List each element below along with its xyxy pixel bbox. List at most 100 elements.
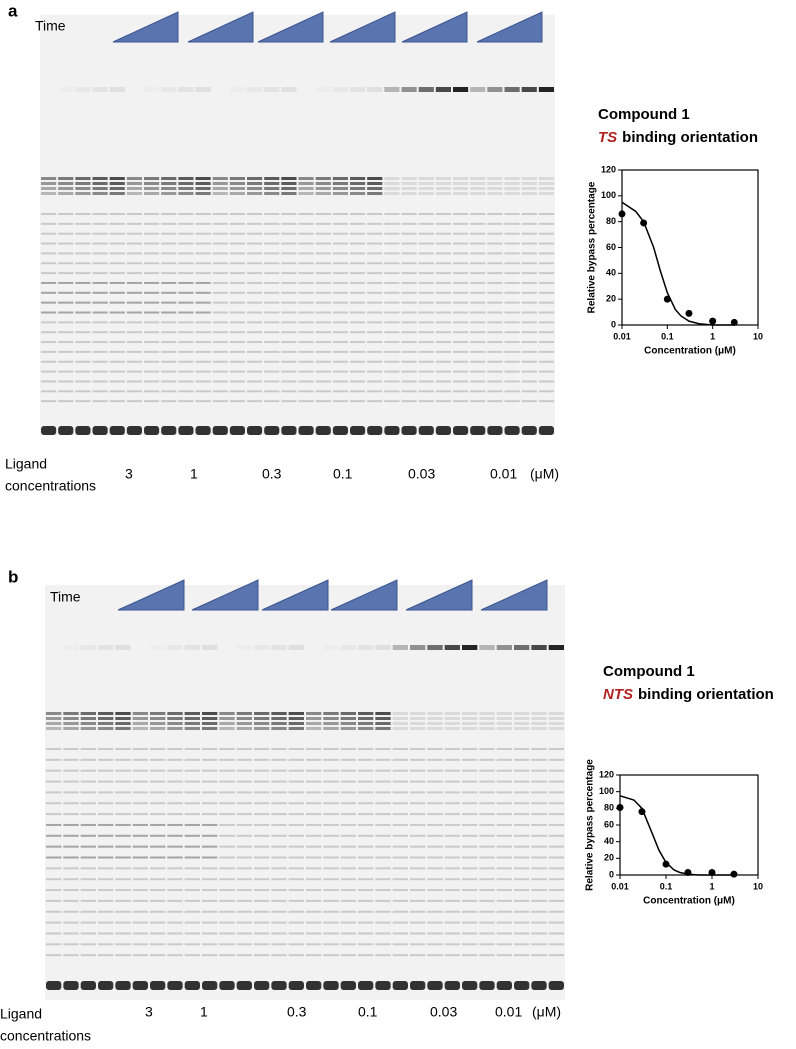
gel-band: [479, 834, 495, 837]
gel-band: [254, 780, 270, 783]
gel-band: [392, 910, 408, 913]
gel-band: [514, 758, 530, 761]
gel-band: [80, 813, 96, 816]
gel-band: [109, 187, 125, 190]
gel-band: [247, 426, 263, 435]
data-point: [709, 317, 717, 325]
gel-band: [548, 856, 564, 859]
gel-band: [161, 281, 177, 284]
gel-band: [236, 780, 252, 783]
gel-band: [323, 954, 339, 957]
gel-band: [410, 856, 426, 859]
gel-band: [367, 426, 383, 435]
gel-band: [375, 813, 391, 816]
gel-band: [98, 748, 114, 750]
gel-band: [521, 331, 537, 334]
gel-band: [323, 717, 339, 720]
gel-band: [315, 182, 331, 185]
gel-band: [315, 187, 331, 190]
gel-band: [350, 380, 366, 383]
gel-band: [219, 867, 235, 870]
gel-band: [247, 360, 263, 363]
gel-band: [254, 910, 270, 913]
gel-band: [538, 222, 554, 225]
gel-band: [58, 360, 74, 363]
gel-band: [375, 889, 391, 892]
gel-band: [462, 813, 478, 816]
gel-band: [271, 727, 287, 730]
gel-band: [340, 727, 356, 730]
gel-band: [315, 311, 331, 314]
gel-band: [236, 867, 252, 870]
gel-band: [504, 187, 520, 190]
gel-band: [161, 341, 177, 344]
gel-band: [46, 823, 62, 826]
gel-band: [410, 823, 426, 826]
gel-band: [470, 272, 486, 275]
gel-band: [63, 834, 79, 837]
gel-band: [202, 802, 218, 805]
gel-band: [212, 242, 228, 245]
gel-band: [453, 311, 469, 314]
y-tick-label: 120: [601, 164, 616, 174]
gel-band: [496, 943, 512, 946]
gel-band: [332, 321, 348, 324]
gel-band: [98, 954, 114, 957]
gel-band: [384, 370, 400, 373]
gel-band: [46, 802, 62, 805]
gel-band: [298, 321, 314, 324]
x-tick-label: 0.1: [661, 331, 674, 341]
gel-band: [202, 910, 218, 913]
gel-band: [144, 262, 160, 265]
gel-band: [470, 350, 486, 353]
gel-band: [401, 242, 417, 245]
gel-band: [202, 727, 218, 730]
gel-band: [58, 192, 74, 195]
gel-band: [367, 182, 383, 185]
gel-band: [161, 252, 177, 255]
gel-band: [144, 350, 160, 353]
gel-band: [58, 213, 74, 215]
gel-band: [350, 390, 366, 393]
gel-band: [453, 360, 469, 363]
gel-band: [392, 813, 408, 816]
gel-band: [219, 845, 235, 848]
gel-band: [281, 182, 297, 185]
gel-band: [281, 192, 297, 195]
gel-band: [126, 252, 142, 255]
gel-band: [184, 813, 200, 816]
gel-band: [281, 242, 297, 245]
concentration-label: 0.1: [333, 466, 353, 482]
gel-band: [323, 834, 339, 837]
gel-band: [531, 856, 547, 859]
gel-band: [401, 341, 417, 344]
gel-band: [435, 252, 451, 255]
gel-band: [401, 213, 417, 215]
gel-band: [435, 192, 451, 195]
gel-band: [479, 889, 495, 892]
gel-band: [479, 802, 495, 805]
gel-band: [264, 301, 280, 304]
gel-band: [58, 272, 74, 275]
gel-band: [247, 400, 263, 403]
gel-band: [58, 232, 74, 235]
gel-band: [298, 426, 314, 435]
gel-band: [271, 910, 287, 913]
gel-band: [392, 845, 408, 848]
gel-band: [281, 360, 297, 363]
plot-frame: [619, 774, 759, 876]
gel-band: [548, 727, 564, 730]
gel-band: [514, 856, 530, 859]
gel-band: [254, 722, 270, 725]
gel-band: [98, 802, 114, 805]
gel-band: [521, 426, 537, 435]
gel-band: [504, 232, 520, 235]
gel-band: [132, 717, 148, 720]
gel-band: [92, 242, 108, 245]
gel-band: [358, 921, 374, 924]
gel-band: [58, 222, 74, 225]
gel-band: [350, 262, 366, 265]
gel-band: [323, 867, 339, 870]
gel-band: [435, 311, 451, 314]
gel-band: [150, 823, 166, 826]
